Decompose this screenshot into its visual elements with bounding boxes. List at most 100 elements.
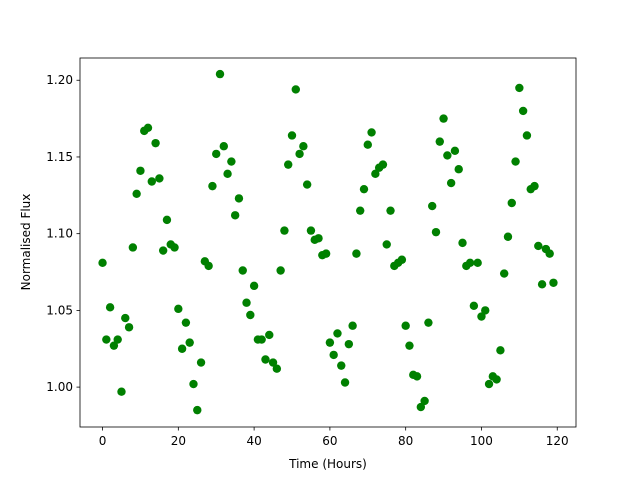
point [105,303,115,312]
y-tick-label: 1.20 [46,73,73,87]
point [193,405,202,415]
point [276,266,285,275]
point [242,298,251,307]
point [530,181,539,191]
point [481,306,490,315]
point [246,310,255,320]
point [359,184,369,194]
point [215,69,225,79]
point [378,160,388,169]
point [363,140,372,149]
point [177,344,187,353]
x-tick-label: 100 [470,434,493,448]
point [257,335,266,344]
point [185,338,194,347]
point [503,232,513,241]
point [545,249,554,258]
point [401,321,410,330]
point [302,180,312,189]
point [117,387,126,396]
point [340,378,350,387]
point [208,181,217,191]
point [306,226,316,235]
point [473,258,482,268]
x-tick-label: 60 [322,434,337,448]
point [261,355,270,364]
x-axis-label: Time (Hours) [288,457,367,471]
y-tick-label: 1.00 [46,380,73,394]
point [446,178,456,188]
point [549,278,558,287]
point [223,169,232,179]
point [219,142,228,151]
point [477,312,486,321]
point [507,198,516,208]
point [424,318,433,327]
point [420,396,429,406]
point [170,243,179,252]
point [356,206,365,215]
point [435,137,444,146]
y-tick-label: 1.10 [46,227,73,241]
point [325,338,335,347]
point [329,350,338,360]
point [499,269,509,278]
point [124,323,134,332]
point [450,146,460,156]
point [367,128,376,137]
point [484,379,494,389]
point [405,341,414,350]
point [212,149,221,159]
point [155,174,164,183]
point [492,375,501,384]
point [265,330,274,340]
point [113,335,122,344]
point [352,249,361,258]
x-tick-label: 80 [398,434,413,448]
point [227,157,236,166]
point [204,261,213,271]
x-tick-label: 120 [546,434,569,448]
point [128,243,138,252]
point [109,341,119,350]
point [230,211,240,220]
point [268,358,278,367]
point [412,372,422,381]
point [522,131,532,140]
point [280,226,289,235]
point [121,313,130,323]
y-tick-label: 1.05 [46,303,73,317]
point [189,379,198,389]
point [143,123,153,133]
point [458,238,467,248]
point [174,304,183,314]
point [291,85,300,94]
point [443,151,452,160]
point [102,335,111,344]
point [238,266,247,275]
point [416,402,426,412]
point [344,339,354,349]
point [132,189,141,198]
point [439,114,448,123]
plot-frame [79,57,577,428]
point [333,329,342,338]
point [428,201,437,211]
point [136,166,145,175]
point [314,234,323,243]
point [518,106,528,116]
point [147,177,157,186]
point [337,361,346,370]
x-tick-label: 0 [99,434,107,448]
point [465,258,475,268]
point [534,241,543,251]
point [511,157,520,166]
point [537,280,547,289]
point [299,142,308,151]
y-tick-label: 1.15 [46,150,73,164]
point [348,321,357,330]
point [397,255,407,264]
y-axis-label: Normalised Flux [19,194,33,291]
point [321,249,331,258]
point [272,364,282,373]
